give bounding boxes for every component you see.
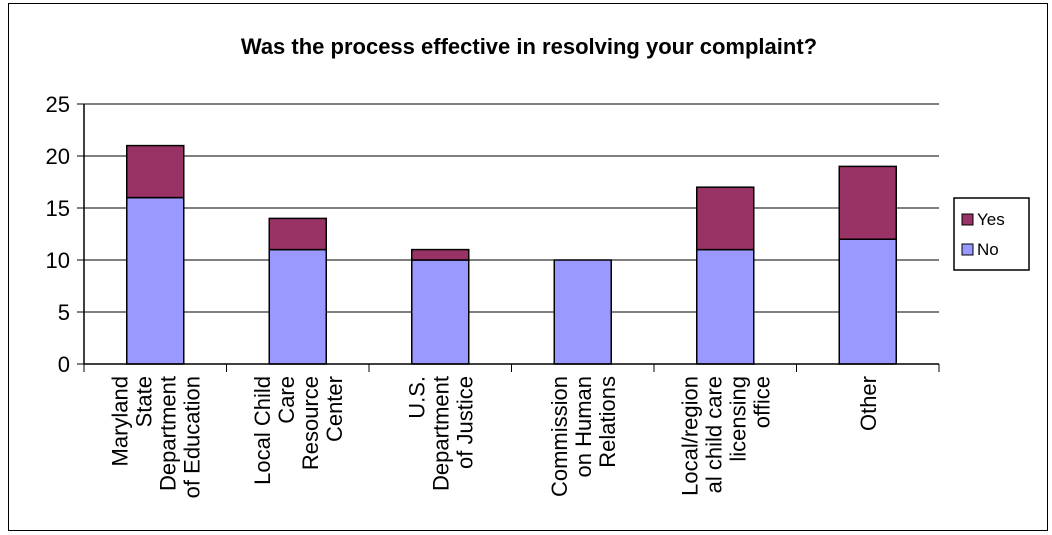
category-label: Local Child Care Resource Center	[250, 376, 347, 485]
category-label-line: Maryland	[107, 376, 132, 466]
y-tick-label: 10	[46, 248, 70, 273]
category-label-line: Other	[856, 376, 881, 431]
bars	[126, 144, 897, 365]
category-label-line: of Justice	[452, 376, 477, 469]
y-tick-label: 15	[46, 196, 70, 221]
legend-label-no: No	[977, 240, 999, 259]
gridlines	[84, 103, 939, 313]
legend-label-yes: Yes	[977, 210, 1005, 229]
category-label-line: of Education	[179, 376, 204, 498]
bar-segment-no	[553, 259, 612, 365]
category-label-line: U.S.	[404, 376, 429, 419]
y-tick-label: 20	[46, 144, 70, 169]
category-label-line: State	[131, 376, 156, 427]
category-label-line: Department	[428, 376, 453, 491]
category-label-line: licensing	[725, 376, 750, 462]
bar-segment-no	[838, 238, 897, 365]
category-label: Other	[856, 376, 881, 431]
category-label-line: Commission	[547, 376, 572, 497]
bar-segment-no	[268, 248, 327, 365]
category-label-line: Relations	[595, 376, 620, 468]
bar-segment-yes	[126, 144, 185, 199]
legend: Yes No	[953, 197, 1030, 271]
category-label-line: Resource	[298, 376, 323, 470]
chart-frame: Was the process effective in resolving y…	[8, 3, 1048, 531]
chart-title: Was the process effective in resolving y…	[241, 34, 817, 59]
category-label-line: Local Child	[250, 376, 275, 485]
bar-segment-yes	[268, 217, 327, 251]
legend-swatch-yes	[961, 213, 974, 226]
category-label-line: Center	[322, 376, 347, 442]
bar-segment-yes	[411, 248, 470, 261]
category-label-line: on Human	[571, 376, 596, 478]
y-tick-label: 0	[58, 352, 70, 377]
category-label-line: Local/region	[677, 376, 702, 496]
bar-segment-yes	[838, 165, 897, 240]
y-tick-label: 5	[58, 300, 70, 325]
category-label-line: office	[749, 376, 774, 428]
bar-segment-no	[411, 259, 470, 365]
category-label: Commission on Human Relations	[547, 376, 620, 497]
category-labels: Maryland State Department of Education Local…	[107, 376, 881, 498]
bar-segment-no	[126, 196, 185, 365]
category-label: Maryland State Department of Education	[107, 376, 204, 498]
category-label: U.S. Department of Justice	[404, 376, 477, 491]
legend-box	[953, 197, 1030, 271]
category-label-line: Department	[155, 376, 180, 491]
bar-segment-yes	[696, 186, 755, 251]
category-label-line: al child care	[701, 376, 726, 493]
y-tick-label: 25	[46, 92, 70, 117]
stacked-bar-chart: Was the process effective in resolving y…	[46, 34, 1030, 498]
category-label: Local/region al child care licensing office	[677, 376, 774, 496]
axes	[83, 104, 940, 372]
y-axis-ticks: 0 5 10 15 20 25	[46, 92, 84, 377]
category-label-line: Care	[274, 376, 299, 424]
bar-segment-no	[696, 248, 755, 365]
legend-swatch-no	[961, 243, 974, 256]
